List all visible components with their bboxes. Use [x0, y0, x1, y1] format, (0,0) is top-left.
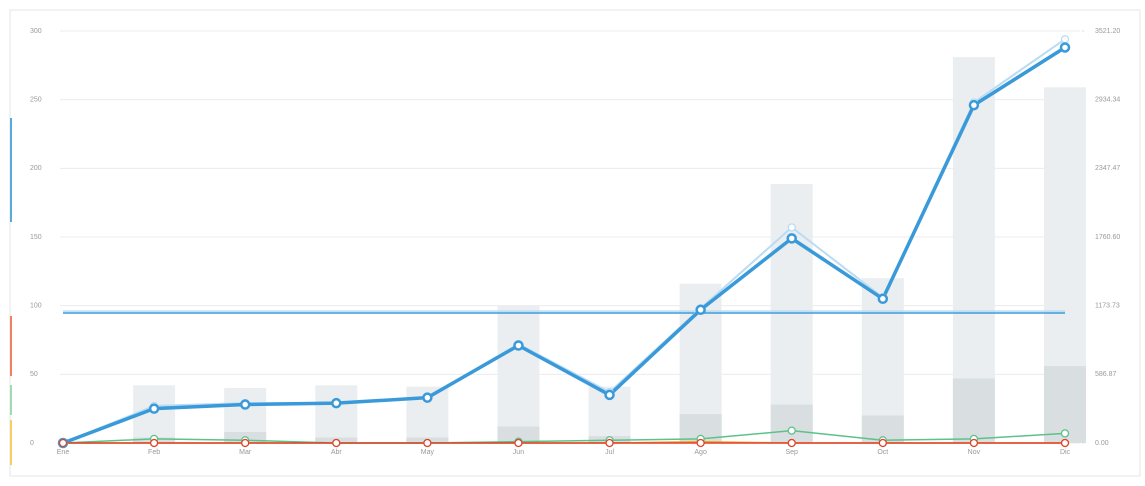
point	[604, 389, 615, 401]
point	[1060, 35, 1070, 44]
point	[514, 438, 523, 448]
point	[1059, 42, 1071, 53]
y-tick-label: 250	[30, 97, 42, 104]
y2-tick-label: 2934.34	[1095, 97, 1120, 104]
side-strip	[10, 385, 12, 415]
point	[877, 293, 889, 305]
x-tick-label: Sep	[785, 449, 798, 456]
bar	[315, 385, 358, 443]
y-tick-label: 0	[30, 440, 34, 447]
point	[787, 438, 796, 448]
point	[423, 438, 432, 448]
point	[148, 403, 160, 414]
x-tick-label: Ago	[694, 449, 707, 456]
x-tick-label: Jul	[605, 449, 614, 456]
x-tick-label: May	[421, 449, 435, 456]
y2-tick-label: 1760.60	[1095, 234, 1120, 241]
side-strip	[10, 316, 12, 376]
point	[787, 426, 796, 435]
y-tick-label: 200	[30, 165, 42, 172]
y2-tick-label: 3521.20	[1095, 28, 1120, 35]
point	[241, 438, 250, 448]
y-tick-label: 150	[30, 234, 42, 241]
point	[696, 438, 705, 448]
side-strip	[10, 118, 12, 222]
x-tick-label: Dic	[1060, 449, 1071, 456]
y2-tick-label: 586.87	[1095, 371, 1117, 378]
point	[513, 340, 524, 351]
point	[422, 392, 433, 403]
y2-tick-label: 0.00	[1095, 440, 1109, 447]
y2-tick-label: 1173.73	[1095, 303, 1120, 310]
point	[1060, 438, 1070, 448]
y-tick-label: 300	[30, 28, 42, 35]
line	[62, 46, 1066, 445]
x-tick-label: Oct	[877, 449, 888, 456]
bar	[497, 305, 540, 443]
point	[332, 438, 341, 448]
point	[695, 304, 706, 316]
point	[149, 438, 159, 448]
point	[968, 99, 980, 111]
x-tick-label: Jun	[513, 449, 524, 456]
chart-frame	[9, 9, 1141, 477]
point	[331, 397, 342, 409]
point	[787, 223, 796, 232]
point	[786, 233, 797, 244]
x-tick-label: Mar	[239, 449, 252, 456]
x-tick-label: Ene	[57, 449, 70, 456]
point	[239, 399, 251, 410]
x-tick-label: Feb	[148, 449, 160, 456]
y-tick-label: 50	[30, 371, 38, 378]
point	[605, 438, 614, 448]
y-tick-label: 100	[30, 303, 42, 310]
point	[58, 438, 68, 448]
side-strip	[10, 420, 12, 465]
bar	[770, 404, 813, 443]
bar	[952, 378, 995, 443]
point	[1060, 429, 1070, 438]
point	[969, 438, 979, 448]
bar	[497, 426, 540, 443]
y2-tick-label: 2347.47	[1095, 165, 1120, 172]
point	[878, 438, 887, 448]
x-tick-label: Abr	[331, 449, 343, 456]
line	[62, 429, 1066, 444]
x-tick-label: Nov	[968, 449, 981, 456]
